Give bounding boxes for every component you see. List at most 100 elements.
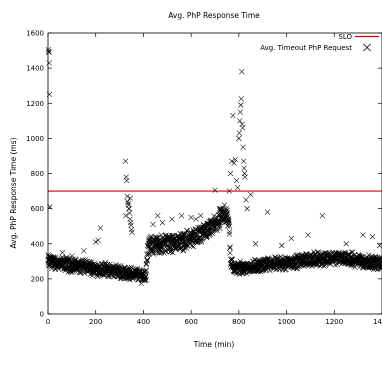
data-point-outlier	[178, 212, 185, 219]
y-tick-label: 1400	[26, 65, 44, 73]
data-point-outlier	[241, 170, 248, 177]
data-point	[80, 257, 86, 263]
data-point	[162, 248, 169, 254]
data-point-outlier	[239, 68, 245, 75]
data-point-outlier	[319, 212, 326, 219]
data-point	[181, 245, 188, 251]
data-point-outlier	[360, 232, 366, 238]
timeout-series	[45, 46, 382, 286]
x-tick-label: 0	[46, 318, 50, 326]
data-point	[226, 228, 233, 235]
legend-label-slo: SLO	[338, 33, 352, 41]
x-tick-label: 800	[232, 318, 245, 326]
y-tick-label: 0	[40, 311, 44, 319]
x-tick-label: 1000	[278, 318, 296, 326]
data-point	[81, 270, 88, 276]
y-tick-label: 200	[31, 275, 44, 283]
legend-label-timeout: Avg. Timeout PhP Request	[260, 44, 352, 52]
data-point-outlier	[127, 216, 133, 222]
data-point	[225, 209, 231, 216]
data-point	[204, 220, 210, 227]
data-point	[150, 249, 156, 256]
data-point	[377, 265, 382, 271]
chart-title: Avg. PhP Response Time	[168, 11, 260, 20]
data-point-outlier	[248, 191, 254, 198]
data-point	[313, 261, 319, 268]
data-point-outlier	[240, 144, 246, 150]
data-point-outlier	[238, 102, 244, 108]
data-point-outlier	[237, 109, 243, 115]
data-point	[161, 242, 167, 248]
x-tick-label: 400	[137, 318, 150, 326]
data-point	[315, 249, 321, 255]
data-point-outlier	[126, 210, 133, 216]
y-tick-label: 800	[31, 170, 44, 178]
data-point	[183, 245, 190, 251]
data-point-outlier	[234, 184, 241, 191]
data-point	[206, 232, 213, 239]
data-point	[372, 253, 379, 260]
data-point	[217, 225, 223, 232]
data-point	[379, 265, 382, 271]
data-point-outlier	[230, 112, 236, 119]
legend: SLO Avg. Timeout PhP Request	[260, 33, 379, 52]
data-point	[77, 269, 83, 276]
data-point-outlier	[69, 253, 75, 259]
data-point	[225, 216, 231, 222]
data-point-outlier	[46, 49, 52, 56]
y-tick-label: 1200	[26, 100, 44, 108]
data-point	[227, 244, 233, 250]
x-axis-title: Time (min)	[193, 340, 235, 349]
y-tick-label: 400	[31, 240, 44, 248]
data-point-outlier	[93, 239, 99, 245]
data-point-outlier	[288, 235, 295, 242]
data-point-outlier	[129, 229, 135, 236]
data-point	[229, 256, 235, 262]
data-point-outlier	[59, 249, 66, 256]
data-point	[225, 217, 231, 224]
data-point-outlier	[231, 160, 237, 166]
data-point-outlier	[239, 121, 245, 128]
x-tick-label: 600	[184, 318, 197, 326]
data-point-outlier	[188, 214, 194, 221]
data-point	[148, 234, 154, 241]
data-point	[226, 231, 233, 237]
data-point	[227, 250, 233, 256]
data-point-outlier	[217, 205, 223, 212]
data-point-outlier	[128, 222, 134, 229]
data-point	[348, 249, 355, 255]
data-point-outlier	[124, 193, 130, 200]
data-point-outlier	[237, 118, 243, 124]
data-point	[214, 227, 220, 234]
data-point	[143, 267, 149, 273]
data-point-outlier	[212, 187, 218, 193]
data-point	[378, 266, 382, 272]
data-point-outlier	[252, 241, 259, 247]
data-point	[157, 246, 163, 252]
data-point-outlier	[122, 158, 129, 164]
data-point	[181, 232, 188, 238]
data-point	[143, 273, 149, 279]
data-point-outlier	[243, 197, 249, 203]
data-point	[227, 245, 233, 251]
data-point	[224, 207, 230, 213]
data-point-outlier	[226, 188, 233, 194]
data-point	[55, 266, 62, 272]
data-point-outlier	[238, 96, 244, 102]
x-tick-label: 1200	[325, 318, 343, 326]
data-point	[153, 235, 160, 241]
data-point-outlier	[123, 174, 129, 180]
data-point-outlier	[193, 216, 199, 222]
data-point-outlier	[150, 221, 156, 228]
data-point-outlier	[244, 205, 250, 212]
data-point-outlier	[123, 212, 129, 219]
data-point	[222, 208, 229, 214]
data-point	[144, 258, 151, 264]
data-point	[171, 232, 177, 239]
data-point-outlier	[81, 248, 87, 254]
plot-frame	[47, 32, 382, 315]
data-point-outlier	[169, 216, 175, 222]
data-point-outlier	[127, 195, 134, 201]
data-point-outlier	[124, 198, 131, 205]
